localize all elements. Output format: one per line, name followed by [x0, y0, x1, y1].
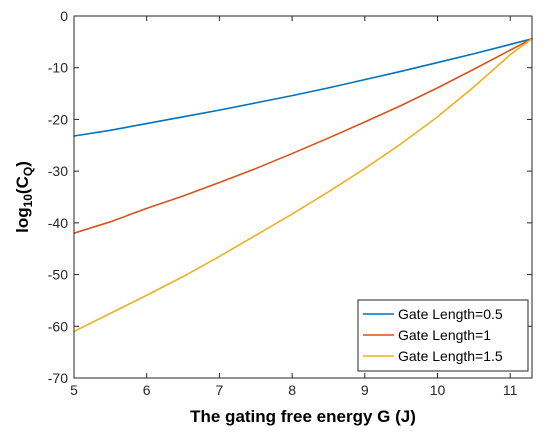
legend-entry: Gate Length=0.5	[398, 306, 503, 322]
y-axis-label-prefix: log	[13, 207, 32, 233]
y-axis-label-mid: (C	[13, 176, 32, 194]
y-axis-label-subscript: 10	[21, 194, 35, 208]
y-tick-label: -20	[48, 111, 68, 127]
y-tick-label: -40	[48, 215, 68, 231]
ticks-layer: 5 6 7 8 9 10 11 0 -10 -20 -30 -40 -50 -60 -70	[48, 8, 532, 398]
series-layer	[73, 37, 533, 333]
x-tick-label: 8	[288, 382, 296, 398]
series-line-2	[73, 37, 533, 234]
x-tick-label: 9	[361, 382, 369, 398]
y-tick-label: -60	[48, 318, 68, 334]
x-tick-label: 11	[503, 382, 518, 398]
x-tick-label: 5	[70, 382, 78, 398]
y-tick-label: -10	[48, 60, 68, 76]
x-tick-label: 7	[215, 382, 223, 398]
series-line-1	[73, 37, 533, 137]
x-tick-label: 10	[430, 382, 446, 398]
y-axis-label-subscript-q: Q	[21, 167, 35, 176]
y-axis-label: log10(CQ)	[13, 161, 35, 233]
y-tick-label: -70	[48, 370, 68, 386]
legend-entry: Gate Length=1	[398, 327, 491, 343]
legend-entry: Gate Length=1.5	[398, 348, 503, 364]
series-line-3	[73, 37, 533, 333]
axes-layer	[73, 15, 533, 379]
x-tick-label: 6	[143, 382, 151, 398]
x-axis-label: The gating free energy G (J)	[190, 407, 416, 426]
axes-box	[73, 15, 533, 379]
y-tick-label: -30	[48, 163, 68, 179]
y-axis-label-suffix: )	[13, 161, 32, 167]
legend: Gate Length=0.5 Gate Length=1 Gate Length=…	[357, 299, 529, 372]
y-tick-label: -50	[48, 267, 68, 283]
y-tick-label: 0	[60, 8, 68, 24]
